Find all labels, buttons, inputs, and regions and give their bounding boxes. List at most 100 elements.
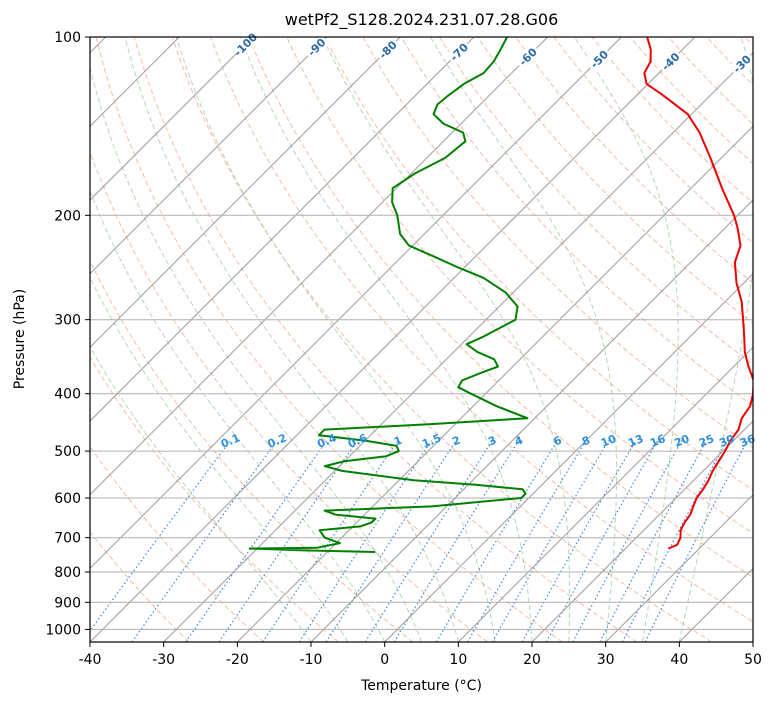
temperature-profile (643, 37, 753, 550)
isotherm-label-bg (303, 33, 331, 61)
y-tick-label: 900 (54, 595, 81, 611)
mixing-ratio-line (185, 440, 328, 642)
y-tick-label: 300 (54, 313, 81, 329)
isotherm (90, 37, 475, 422)
y-tick-label: 600 (54, 491, 81, 507)
mixing-ratio-label: 36 (738, 432, 757, 450)
isotherm (384, 272, 753, 642)
isotherm-label-bg (728, 50, 756, 78)
y-tick-label: 800 (54, 565, 81, 581)
mixing-ratio-line (491, 440, 609, 642)
mixing-ratio-line (521, 440, 637, 642)
mixing-ratio-label: 30 (717, 432, 736, 450)
mixing-ratio-line (466, 440, 587, 642)
x-tick-label: -20 (226, 652, 249, 668)
x-tick-label: 50 (744, 652, 762, 668)
moist-adiabat (90, 345, 312, 642)
plot-frame (89, 36, 754, 643)
moist-adiabat (574, 37, 679, 642)
mixing-ratio-line (621, 440, 728, 642)
dry-adiabat (515, 37, 753, 284)
mixing-ratio-line (599, 440, 707, 642)
y-tick-label: 1000 (45, 622, 81, 638)
mixing-ratio-line (131, 440, 278, 642)
x-tick-label: 30 (597, 652, 615, 668)
mixing-ratio-label: 16 (648, 432, 667, 450)
x-tick-label: 10 (449, 652, 467, 668)
moist-adiabat (90, 276, 349, 642)
isotherm-label-bg (657, 48, 684, 75)
mixing-ratio-label: 1.5 (420, 431, 443, 450)
isotherm-label-bg (585, 45, 613, 73)
mixing-ratio-label: 2 (450, 434, 462, 449)
isotherm (678, 567, 753, 642)
dry-adiabat (90, 356, 339, 642)
mixing-ratio-label: 20 (672, 432, 691, 450)
mixing-ratio-line (90, 440, 231, 632)
mixing-ratio-label: 3 (486, 434, 498, 449)
mixing-ratio-label: 8 (580, 434, 592, 449)
y-tick-label: 400 (54, 387, 81, 403)
dry-adiabat (95, 37, 563, 642)
mixing-ratio-line (393, 440, 520, 642)
mixing-ratio-line (572, 440, 683, 642)
mixing-ratio-label: 1 (392, 434, 404, 449)
x-tick-label: 0 (380, 652, 389, 668)
moist-adiabat (678, 37, 753, 642)
dry-adiabat (438, 37, 753, 366)
moist-adiabat (430, 37, 617, 642)
x-tick-label: -30 (152, 652, 175, 668)
dry-adiabat (706, 37, 753, 86)
moist-adiabat (124, 37, 459, 642)
mixing-ratio-label: 13 (626, 432, 645, 450)
dewpoint-profile (248, 37, 529, 553)
isotherm (457, 346, 753, 642)
x-tick-label: 40 (670, 652, 688, 668)
y-tick-label: 700 (54, 531, 81, 547)
x-axis-label: Temperature (°C) (361, 678, 482, 694)
y-tick-label: 200 (54, 208, 81, 224)
mixing-ratio-line (218, 440, 358, 642)
mixing-ratio-line (262, 440, 399, 642)
dry-adiabat (324, 37, 753, 491)
dry-adiabat (133, 37, 638, 642)
mixing-ratio-label: 10 (599, 432, 618, 450)
mixing-ratio-label: 0.2 (266, 431, 289, 450)
isotherm-label-bg (514, 43, 542, 71)
dry-adiabat (90, 445, 264, 642)
mixing-ratio-line (298, 440, 432, 642)
isotherm (90, 37, 696, 642)
moist-adiabat (175, 37, 496, 642)
isotherm-label-bg (231, 31, 259, 59)
isotherm (0, 37, 32, 642)
y-tick-label: 100 (54, 30, 81, 46)
mixing-ratio-label: 25 (697, 432, 716, 450)
dry-adiabat (668, 37, 753, 125)
moist-adiabat (239, 37, 533, 642)
dry-adiabat (90, 150, 488, 642)
isotherm (236, 125, 753, 642)
isotherm (310, 199, 753, 642)
mixing-ratio-label: 4 (513, 433, 525, 448)
isotherm (752, 641, 753, 642)
x-tick-label: -40 (79, 652, 102, 668)
dry-adiabat (210, 37, 753, 623)
chart-title: wetPf2_S128.2024.231.07.28.G06 (284, 10, 559, 29)
isotherm (90, 37, 622, 570)
moist-adiabat (90, 65, 422, 642)
isotherm (90, 37, 549, 496)
moist-adiabat (322, 37, 571, 642)
dry-adiabat (90, 531, 190, 642)
mixing-ratio-line (435, 440, 558, 642)
x-tick-label: -10 (300, 652, 323, 668)
mixing-ratio-line (364, 440, 493, 642)
dry-adiabat (591, 37, 753, 204)
isotherm (163, 51, 753, 642)
isotherm-label-bg (374, 36, 402, 64)
isotherm-label-bg (445, 38, 473, 66)
mixing-ratio-label: 0.6 (346, 431, 369, 450)
mixing-ratio-line (644, 440, 748, 642)
dry-adiabat (248, 37, 753, 578)
mixing-ratio-line (545, 440, 659, 642)
